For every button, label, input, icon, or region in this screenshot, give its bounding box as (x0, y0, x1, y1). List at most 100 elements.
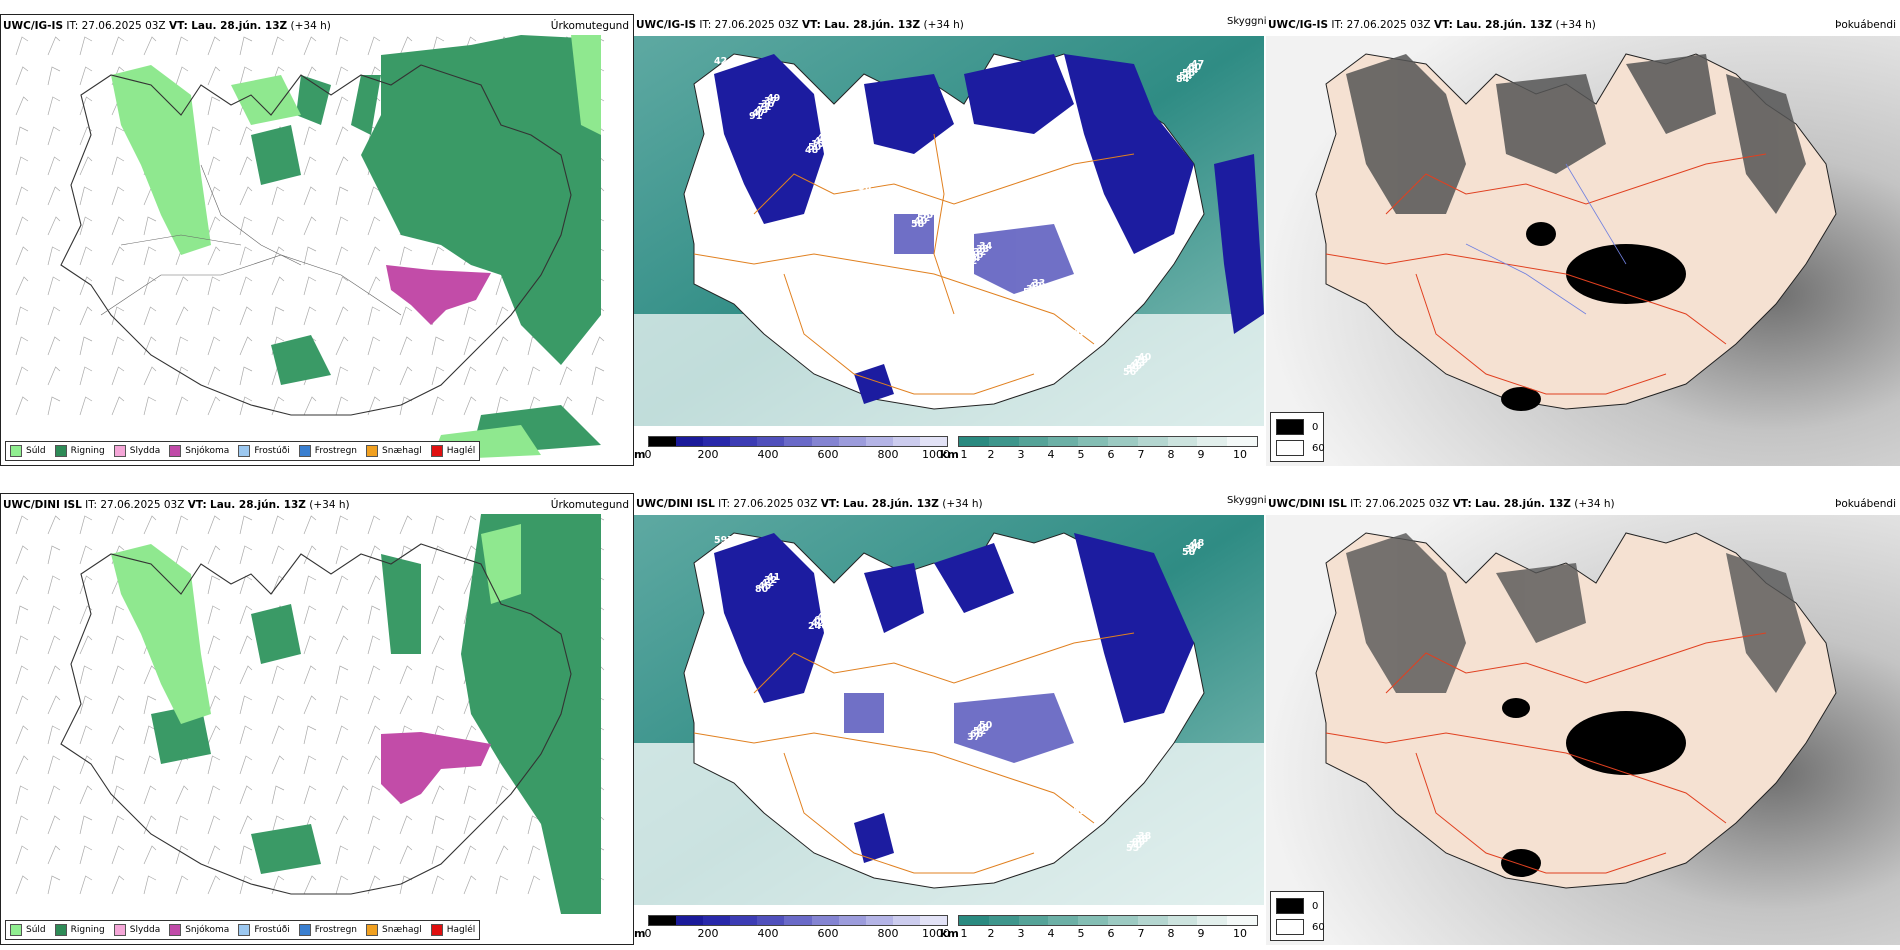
cloudbase-value-label: 49 (1020, 769, 1033, 780)
tick-200: 200 (697, 448, 719, 461)
cloudbase-value-label: 40 (1138, 352, 1152, 363)
cloudbase-value-label: 41 (767, 572, 780, 583)
cloudbase-value-label: 43 (926, 204, 939, 215)
fog-map (1266, 515, 1900, 945)
cloudbase-value-label: 44 (967, 253, 981, 264)
precip-legend: Súld Rigning Slydda Snjókoma Frostúði Fr… (5, 920, 481, 940)
tick-0: 0 (644, 448, 652, 461)
tick-800: 800 (877, 448, 899, 461)
cloudbase-panel-row1: UWC/IG-IS IT: 27.06.2025 03Z VT: Lau. 28… (634, 14, 1264, 466)
cloudbase-value-label: 84 (1176, 74, 1190, 85)
cloudbase-value-label: 42 (714, 56, 727, 67)
cloudbase-value-label: 45 (1085, 794, 1098, 805)
cloudbase-value-label: 79 (1135, 355, 1148, 366)
cloudbase-value-label: 45 (758, 581, 771, 592)
cloudbase-value-label: 47 (752, 108, 765, 119)
cloudbase-value-label: 32 (973, 247, 986, 258)
cloudbase-map: 5974136284050324538483242514945484738444… (634, 515, 1264, 905)
cloudbase-value-label: 66 (867, 652, 881, 663)
cloudbase-value-label: 61 (917, 692, 930, 703)
panel-title-skyggni-row1: Skyggni (1227, 16, 1267, 27)
cloudbase-value-label: 60 (1188, 62, 1202, 73)
cloudbase-value-label: 46 (1076, 324, 1090, 335)
cloudbase-value-label: 37 (1185, 544, 1198, 555)
cloudbase-value-label: 246 (808, 621, 828, 632)
cloudbase-value-label: 47 (1082, 797, 1095, 808)
cloudbase-value-label: 56 (1123, 367, 1137, 378)
cloudbase-value-label: 49 (1129, 361, 1142, 372)
panel-title-skyggni-row2: Skyggni (1227, 495, 1267, 506)
tick-1000: 1000 (922, 448, 950, 461)
cloudbase-value-label: 35 (820, 130, 833, 141)
cloudbase-colorbar: 0 200 400 600 800 1000 m (634, 436, 950, 462)
cloudbase-value-label: 35 (920, 210, 933, 221)
cloudbase-value-label: 99 (1132, 837, 1145, 848)
model-name: UWC/IG-IS (3, 20, 64, 32)
cloudbase-value-label: 52 (1023, 287, 1036, 298)
cloudbase-value-label: 47 (1191, 59, 1204, 70)
cloudbase-value-label: 42 (811, 618, 824, 629)
cloudbase-value-label: 52 (1073, 806, 1086, 817)
legend-item-frostregn: Frostregn (298, 445, 357, 457)
cloudbase-value-label: 38 (1135, 834, 1149, 845)
cloudbase-value-label: 32 (867, 173, 880, 184)
fog-legend: 0 60 (1270, 412, 1325, 462)
cloudbase-value-label: 41 (814, 136, 827, 147)
cloudbase-value-label: 38 (1026, 284, 1040, 295)
cloudbase-value-label: 72 (964, 256, 977, 267)
cloudbase-value-label: 64 (814, 615, 828, 626)
cloudbase-value-label: 157 (811, 139, 831, 150)
panel-header: UWC/IG-IS IT: 27.06.2025 03Z VT: Lau. 28… (1, 15, 633, 37)
cloudbase-value-label: 62 (864, 176, 877, 187)
cloudbase-value-label: 28 (873, 646, 887, 657)
legend-item-rigning: Rigning (54, 445, 105, 457)
legend-item-sudl: Súld (10, 445, 46, 457)
cloudbase-value-label: 49 (1070, 330, 1083, 341)
cloudbase-value-label: 61 (861, 179, 874, 190)
cloudbase-value-label: 48 (1023, 766, 1037, 777)
cloudbase-value-label: 37 (967, 732, 980, 743)
cloudbase-value-label: 32 (1032, 757, 1045, 768)
cloudbase-value-label: 52 (917, 213, 930, 224)
cloudbase-value-label: 70 (1129, 840, 1143, 851)
legend-item-frostudi: Frostúði (238, 445, 290, 457)
cloudbase-value-label: 93 (914, 695, 927, 706)
panel-title: Þokuábendi (1835, 19, 1896, 31)
cloudbase-value-label: 42 (1029, 281, 1042, 292)
panel-header: UWC/DINI ISL IT: 27.06.2025 03Z VT: Lau.… (1266, 493, 1900, 515)
tick-400: 400 (757, 448, 779, 461)
colorbar-ramp (648, 436, 948, 447)
cloudbase-value-label: 66 (970, 729, 984, 740)
precip-type-panel-row1: UWC/IG-IS IT: 27.06.2025 03Z VT: Lau. 28… (0, 14, 634, 466)
cloudbase-value-label: 80 (755, 584, 769, 595)
cloudbase-value-label: 12 (1017, 293, 1030, 304)
cloudbase-value-label: 51 (870, 649, 883, 660)
cloudbase-value-label: 35 (1079, 800, 1092, 811)
unit-label: km (940, 448, 959, 461)
cloudbase-value-label: 48 (1076, 803, 1090, 814)
cloudbase-value-label: 48 (805, 145, 819, 156)
cloudbase-value-label: 33 (976, 244, 989, 255)
cloudbase-value-label: 48 (1026, 763, 1040, 774)
cloudbase-value-label: 49 (767, 93, 780, 104)
fog-legend: 0 60 (1270, 891, 1325, 941)
cloudbase-value-label: 32 (764, 575, 777, 586)
cloudbase-value-label: 33 (1085, 315, 1098, 326)
cloudbase-value-label: 597 (714, 535, 734, 546)
legend-item-slydda: Slydda (113, 445, 160, 457)
cloudbase-value-label: 33 (1032, 278, 1045, 289)
fog-panel-row2: UWC/DINI ISL IT: 27.06.2025 03Z VT: Lau.… (1266, 493, 1900, 945)
cloudbase-value-label: 33 (923, 207, 936, 218)
cloudbase-value-label: 36 (761, 99, 775, 110)
cloudbase-value-label: 44 (1185, 65, 1199, 76)
cloudbase-value-label: 55 (1126, 843, 1139, 854)
cloudbase-value-label: 44 (861, 658, 875, 669)
panel-header: UWC/DINI ISL IT: 27.06.2025 03Z VT: Lau.… (636, 498, 983, 510)
fog-panel-row1: UWC/IG-IS IT: 27.06.2025 03Z VT: Lau. 28… (1266, 14, 1900, 466)
legend-item-snjokoma: Snjókoma (169, 445, 229, 457)
cloudbase-value-label: 50 (808, 142, 822, 153)
panel-title: Úrkomutegund (550, 499, 629, 511)
cloudbase-value-label: 42 (761, 578, 774, 589)
cloudbase-value-label: 40 (1079, 321, 1093, 332)
cloudbase-value-label: 38 (1138, 831, 1152, 842)
